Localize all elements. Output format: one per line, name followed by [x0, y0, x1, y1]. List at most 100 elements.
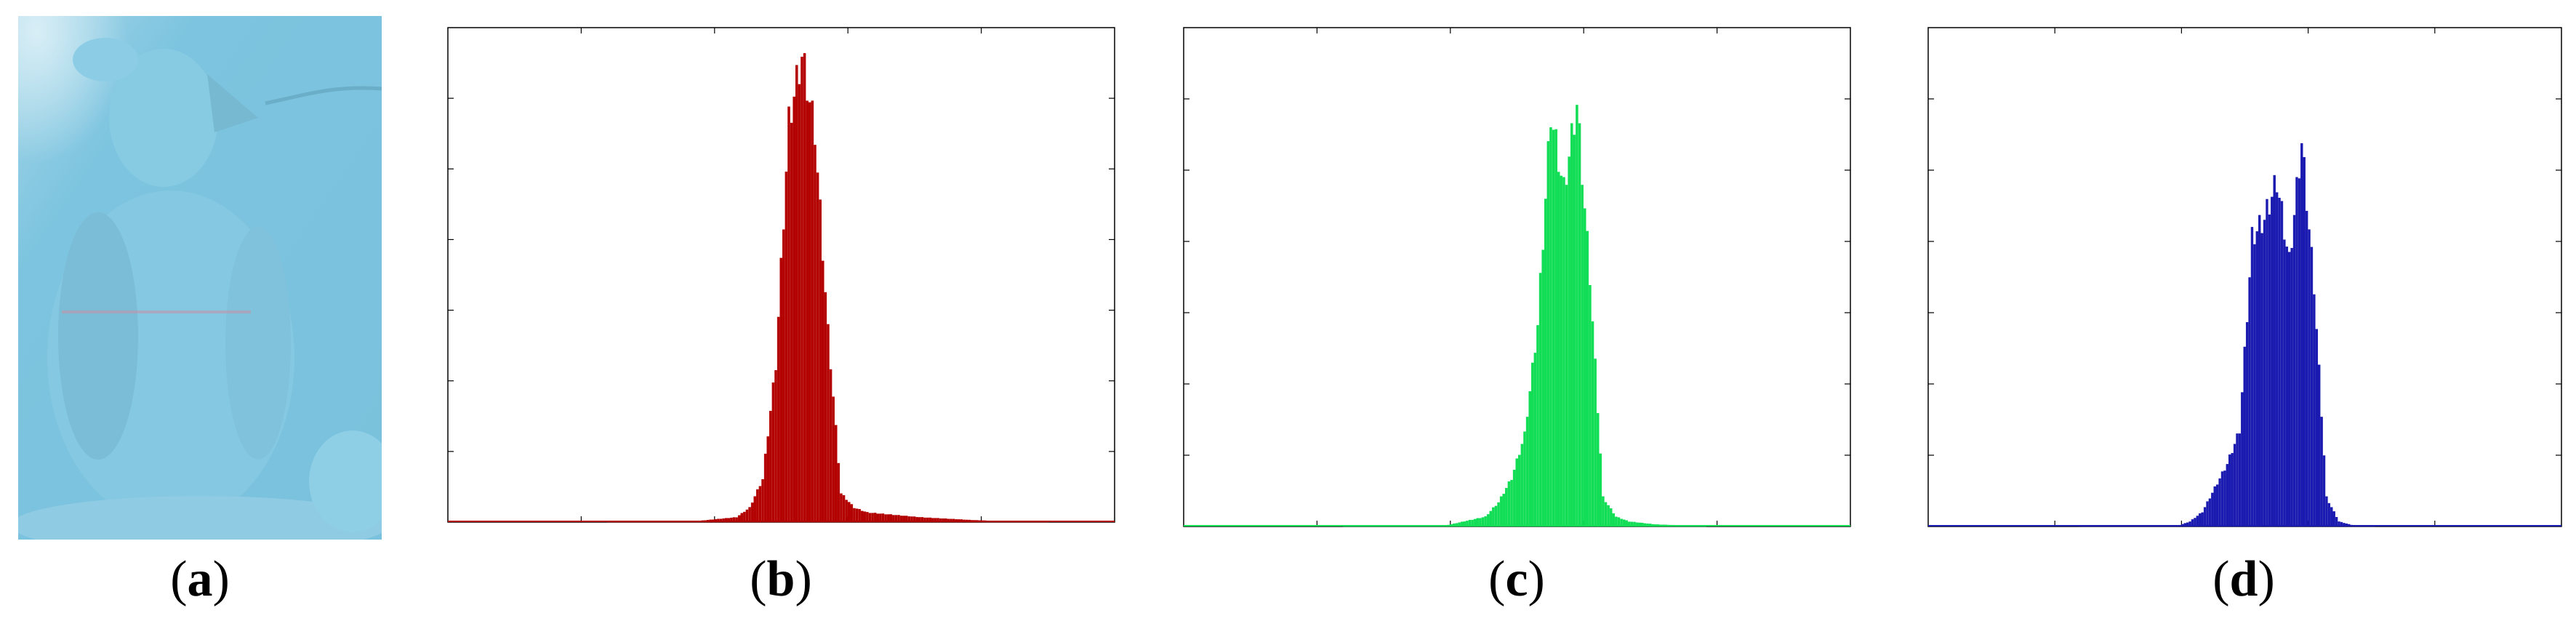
histogram-bar: [2292, 215, 2296, 527]
histogram-bar: [850, 504, 854, 523]
histogram-bar: [2208, 498, 2212, 527]
red-histogram-svg: [447, 27, 1115, 523]
penguin-figure: [18, 16, 382, 540]
histogram-bar: [793, 96, 795, 523]
histogram-bar: [774, 370, 777, 523]
histogram-bar: [827, 324, 830, 523]
histogram-bar: [2322, 455, 2326, 527]
histogram-bar: [1576, 105, 1578, 527]
histogram-bar: [2253, 244, 2256, 527]
caption-c: (c): [1458, 547, 1575, 612]
histogram-bar: [1489, 510, 1493, 527]
histogram-bar: [763, 453, 767, 523]
histogram-bar: [1507, 481, 1511, 527]
histogram-bar: [2285, 247, 2289, 527]
histogram-bar: [1570, 123, 1573, 527]
histogram-bar: [1565, 185, 1568, 527]
histogram-bar: [2236, 433, 2239, 527]
histogram-bar: [2278, 197, 2281, 527]
histogram-bar: [1557, 172, 1560, 527]
histogram-bar: [771, 382, 775, 523]
histogram-bar: [1546, 141, 1550, 527]
histogram-bar: [2318, 364, 2321, 527]
histogram-bar: [2215, 484, 2219, 527]
caption-b-close: ): [795, 551, 812, 607]
red-histogram: [446, 26, 1116, 524]
histogram-bar: [860, 510, 864, 523]
histogram-bar: [1602, 496, 1605, 527]
histogram-bar: [2248, 277, 2251, 527]
histogram-bar: [798, 84, 801, 523]
histogram-bar: [803, 53, 806, 523]
histogram-bar: [1562, 177, 1565, 527]
histogram-bar: [2226, 464, 2229, 527]
histogram-bar: [758, 486, 762, 523]
histogram-bar: [829, 369, 832, 523]
caption-d: (d): [2186, 547, 2302, 612]
plot-frame: [1183, 27, 1851, 527]
histogram-bar: [806, 100, 808, 523]
histogram-bar: [842, 495, 846, 523]
histogram-bar: [756, 489, 759, 523]
histogram-bar: [2271, 196, 2274, 527]
histogram-bar: [1502, 494, 1506, 527]
histogram-bar: [2199, 513, 2202, 527]
caption-d-open: (: [2212, 551, 2230, 607]
green-histogram: [1182, 26, 1852, 528]
histogram-bar: [743, 511, 746, 523]
histogram-bar: [1518, 454, 1521, 527]
histogram-bar: [2220, 471, 2224, 527]
histogram-bar: [855, 508, 859, 523]
histogram-bar: [2206, 501, 2209, 527]
histogram-bar: [787, 106, 790, 523]
histogram-bar: [2211, 492, 2214, 527]
histogram-bar: [2260, 233, 2263, 527]
caption-a-close: ): [212, 551, 230, 607]
histogram-bar: [2332, 511, 2335, 527]
histogram-bar: [2305, 210, 2308, 527]
histogram-bar: [2325, 496, 2328, 527]
histogram-bar: [1531, 362, 1534, 527]
histogram-bar: [2283, 239, 2286, 527]
histogram-bar: [748, 507, 751, 523]
caption-d-letter: d: [2229, 551, 2258, 607]
histogram-bar: [1525, 417, 1529, 527]
histogram-bar: [1499, 496, 1503, 527]
histogram-bar: [2300, 143, 2303, 527]
histogram-bar: [1586, 231, 1589, 527]
histogram-bar: [2303, 157, 2306, 527]
histogram-bar: [2233, 444, 2236, 527]
blue-histogram-svg: [1927, 27, 2562, 527]
caption-b: (b): [723, 547, 839, 612]
histogram-bar: [2268, 215, 2271, 527]
histogram-bar: [1505, 488, 1508, 527]
histogram-bar: [753, 496, 757, 523]
caption-d-close: ): [2258, 551, 2275, 607]
histogram-bar: [1520, 444, 1524, 527]
histogram-bar: [1554, 129, 1557, 527]
histogram-bar: [853, 508, 856, 523]
histogram-bar: [863, 511, 867, 523]
histogram-bar: [1596, 413, 1600, 527]
histogram-bar: [1589, 285, 1592, 527]
histogram-bar: [2250, 227, 2254, 527]
histogram-bar: [1599, 453, 1602, 527]
histogram-bar: [2196, 516, 2199, 527]
histogram-bar: [2327, 502, 2331, 527]
histogram-bar: [1581, 185, 1584, 527]
green-histogram-svg: [1183, 27, 1851, 527]
histogram-bar: [819, 199, 822, 523]
histogram-bar: [2315, 329, 2318, 527]
histogram-bar: [1512, 470, 1516, 527]
histogram-bar: [2280, 201, 2284, 527]
histogram-bar: [1536, 325, 1539, 527]
histogram-bar: [795, 65, 798, 523]
histogram-bar: [1497, 502, 1500, 527]
histogram-bar: [1560, 175, 1563, 527]
caption-a: (a): [142, 547, 258, 612]
caption-a-open: (: [170, 551, 188, 607]
blue-histogram: [1927, 26, 2563, 528]
histogram-bar: [1568, 156, 1570, 527]
histogram-bar: [2231, 452, 2234, 527]
histogram-bar: [858, 509, 861, 523]
